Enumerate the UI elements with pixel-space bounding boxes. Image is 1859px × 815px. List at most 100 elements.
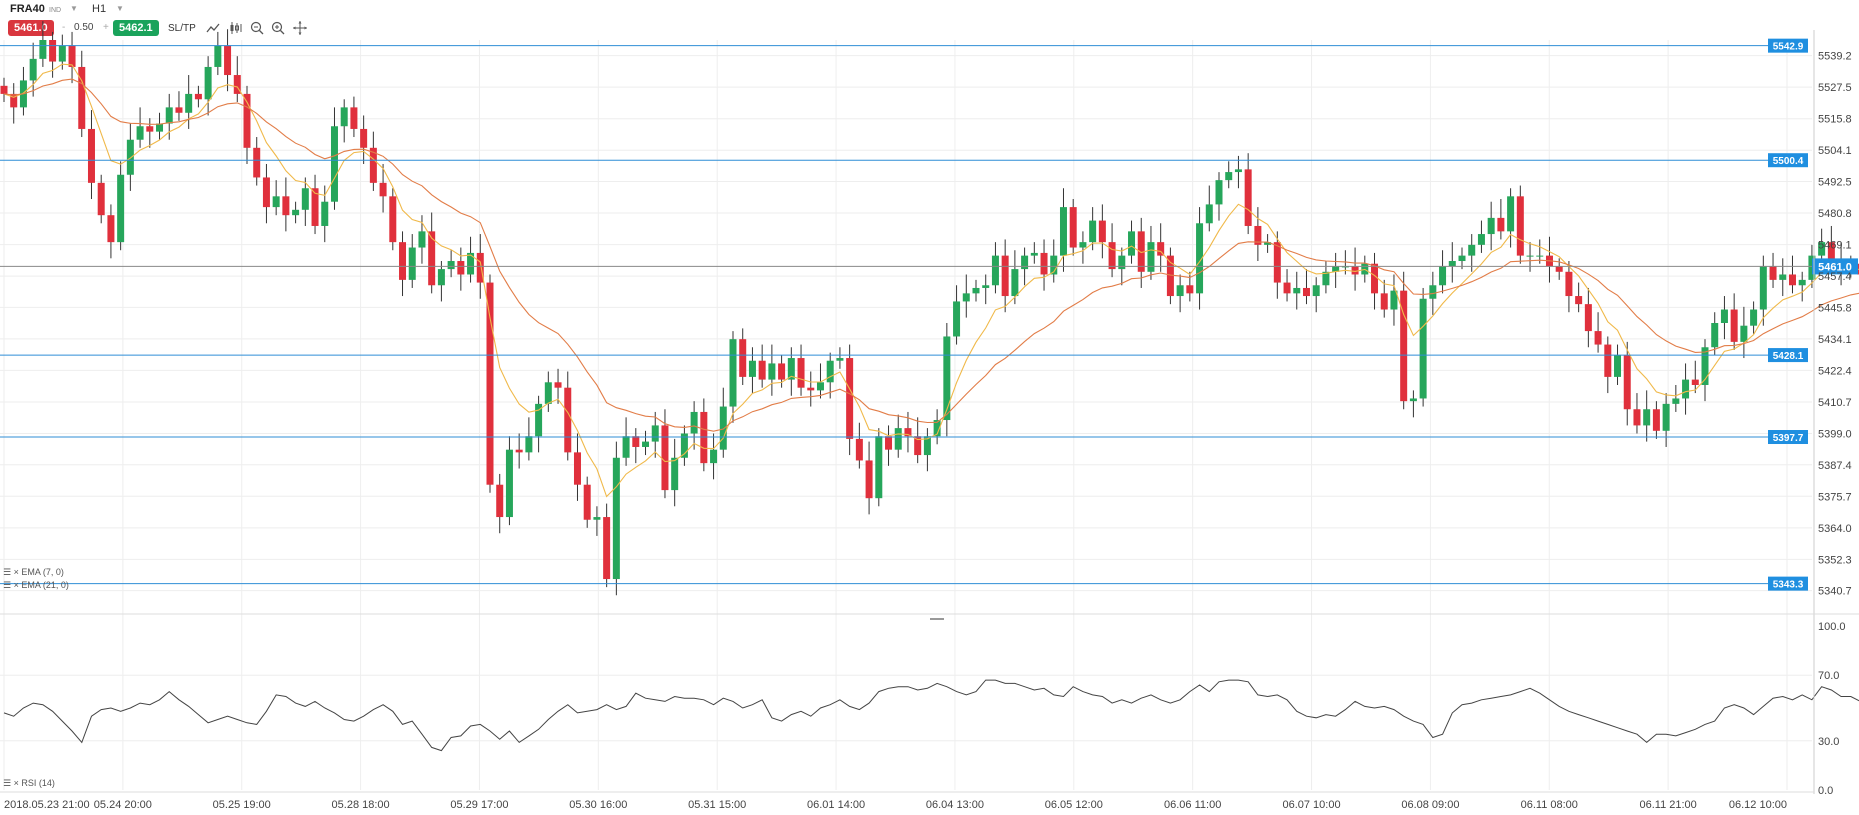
candle bbox=[350, 96, 358, 138]
menu-icon[interactable]: ☰ × bbox=[3, 567, 19, 577]
ema21-line bbox=[3, 78, 1859, 432]
candles-icon[interactable] bbox=[228, 20, 244, 36]
line-chart-icon[interactable] bbox=[205, 20, 221, 36]
timeframe-selector[interactable]: H1 bbox=[92, 3, 107, 15]
bull-candle-body bbox=[991, 255, 999, 286]
price-level[interactable]: 5343.3 bbox=[0, 576, 1808, 591]
candle bbox=[214, 31, 222, 76]
bear-candle-body bbox=[807, 387, 815, 391]
rsi-y-tick-label: 30.0 bbox=[1818, 736, 1839, 748]
bull-candle-body bbox=[321, 201, 329, 226]
y-tick-label: 5434.1 bbox=[1818, 334, 1852, 346]
price-level-badge[interactable] bbox=[1768, 576, 1808, 591]
y-tick-label: 5352.3 bbox=[1818, 554, 1852, 566]
bear-candle-body bbox=[661, 425, 669, 491]
candle bbox=[1186, 271, 1194, 302]
price-level-label: 5343.3 bbox=[1773, 580, 1804, 591]
price-level[interactable]: 5542.9 bbox=[0, 38, 1808, 53]
price-level-badge[interactable] bbox=[1768, 153, 1808, 168]
candle bbox=[486, 274, 494, 493]
candle bbox=[1584, 287, 1592, 348]
price-level-label: 5500.4 bbox=[1773, 156, 1804, 167]
candle bbox=[923, 428, 931, 472]
candle bbox=[904, 411, 912, 453]
bull-candle-body bbox=[29, 58, 37, 81]
bear-candle-body bbox=[1827, 242, 1835, 262]
candle bbox=[1662, 393, 1670, 447]
bull-candle-body bbox=[1089, 220, 1097, 243]
bear-candle-body bbox=[564, 387, 572, 453]
bear-candle-body bbox=[350, 107, 358, 129]
candle bbox=[1079, 231, 1087, 264]
bull-candle-body bbox=[1332, 266, 1340, 272]
price-level-badge[interactable] bbox=[1768, 348, 1808, 363]
y-tick-label: 5469.1 bbox=[1818, 240, 1852, 252]
chevron-down-icon[interactable]: ▼ bbox=[116, 4, 124, 13]
buy-price-button[interactable]: 5462.1 bbox=[113, 20, 159, 36]
crosshair-icon[interactable] bbox=[292, 20, 308, 36]
sell-price-button[interactable]: 5461.0 bbox=[8, 20, 54, 36]
bear-candle-body bbox=[885, 436, 893, 450]
bull-candle-body bbox=[58, 45, 66, 62]
zoom-in-icon[interactable] bbox=[270, 20, 286, 36]
bull-candle-body bbox=[1507, 196, 1515, 232]
chevron-down-icon[interactable]: ▼ bbox=[70, 4, 78, 13]
bear-candle-body bbox=[399, 242, 407, 280]
bull-candle-body bbox=[593, 517, 601, 520]
bull-candle-body bbox=[1458, 255, 1466, 262]
panel-resize-handle[interactable] bbox=[930, 618, 944, 620]
bear-candle-body bbox=[486, 282, 494, 485]
price-level-badge[interactable] bbox=[1768, 38, 1808, 53]
x-tick-label: 2018.05.23 21:00 bbox=[4, 799, 90, 811]
lot-size-value[interactable]: 0.50 bbox=[74, 22, 94, 33]
lot-size-stepper[interactable]: - 0.50 + bbox=[60, 21, 110, 35]
rsi-y-tick-label: 0.0 bbox=[1818, 785, 1833, 797]
bear-candle-body bbox=[243, 93, 251, 148]
lot-decrease-button[interactable]: - bbox=[62, 22, 66, 33]
price-level[interactable]: 5397.7 bbox=[0, 430, 1808, 445]
menu-icon[interactable]: ☰ × bbox=[3, 580, 19, 590]
candle bbox=[1273, 231, 1281, 299]
symbol-name[interactable]: FRA40 bbox=[10, 3, 45, 15]
candle bbox=[1390, 274, 1398, 326]
lot-increase-button[interactable]: + bbox=[103, 22, 109, 33]
candle bbox=[1798, 271, 1806, 302]
candle bbox=[399, 231, 407, 297]
horizontal-levels[interactable]: 5542.9 5500.4 5428.1 5397.7 5343.3 5461.0 bbox=[0, 38, 1858, 591]
bear-candle-body bbox=[1565, 271, 1573, 297]
sltp-button[interactable]: SL/TP bbox=[168, 23, 196, 34]
candle bbox=[1128, 220, 1136, 264]
bull-candle-body bbox=[272, 196, 280, 208]
ema7-legend[interactable]: ☰ × EMA (7, 0) bbox=[3, 567, 64, 578]
price-level-badge[interactable] bbox=[1768, 430, 1808, 445]
bear-candle-body bbox=[1186, 285, 1194, 294]
price-level[interactable]: 5500.4 bbox=[0, 153, 1808, 168]
candle bbox=[1380, 279, 1388, 318]
bull-candle-body bbox=[972, 287, 980, 294]
candle bbox=[10, 83, 18, 124]
candle bbox=[797, 344, 805, 396]
bull-candle-body bbox=[39, 40, 47, 59]
y-tick-label: 5457.4 bbox=[1818, 271, 1852, 283]
rsi-legend[interactable]: ☰ × RSI (14) bbox=[3, 778, 55, 789]
candle bbox=[826, 352, 834, 399]
ema21-legend[interactable]: ☰ × EMA (21, 0) bbox=[3, 580, 69, 591]
bear-candle-body bbox=[428, 231, 436, 286]
bear-candle-body bbox=[1594, 331, 1602, 345]
price-level[interactable]: 5428.1 bbox=[0, 348, 1808, 363]
candle bbox=[496, 473, 504, 534]
bear-candle-body bbox=[224, 45, 232, 76]
candle bbox=[1059, 188, 1067, 272]
menu-icon[interactable]: ☰ × bbox=[3, 778, 19, 788]
zoom-out-icon[interactable] bbox=[249, 20, 265, 36]
bear-candle-body bbox=[146, 126, 154, 132]
candle bbox=[1750, 301, 1758, 334]
bull-candle-body bbox=[1672, 398, 1680, 404]
exchange-label: IND bbox=[49, 7, 62, 14]
candle bbox=[1409, 390, 1417, 418]
candle bbox=[710, 433, 718, 480]
candle bbox=[1176, 274, 1184, 313]
bull-candle-body bbox=[1390, 290, 1398, 310]
bear-candle-body bbox=[360, 128, 368, 148]
